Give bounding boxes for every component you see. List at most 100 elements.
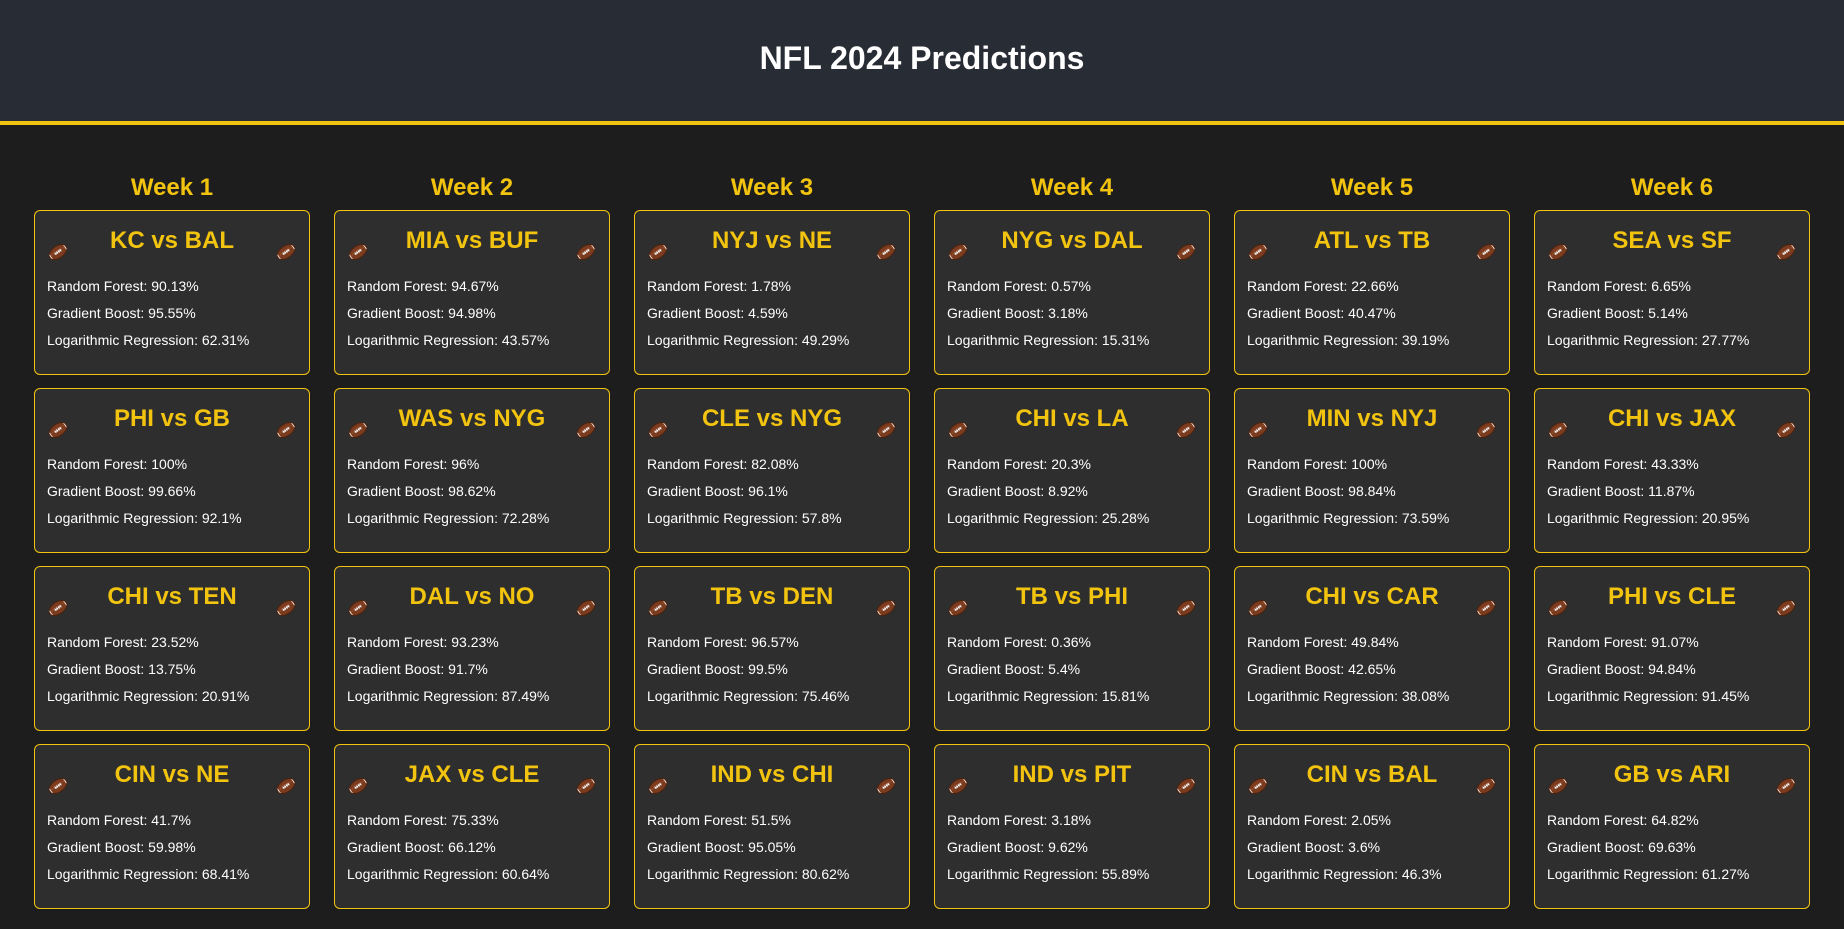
random-forest-label: Random Forest: <box>47 812 152 828</box>
gradient-boost-stat: Gradient Boost: 94.84% <box>1547 656 1797 683</box>
game-card: IND vs CHI Random Forest: 51.5% Gradient B… <box>634 744 910 909</box>
football-icon <box>47 419 69 441</box>
logarithmic-regression-label: Logarithmic Regression: <box>1247 510 1402 526</box>
matchup-title: MIN vs NYJ <box>1306 405 1438 432</box>
page-header: NFL 2024 Predictions <box>0 0 1844 125</box>
random-forest-stat: Random Forest: 96% <box>347 451 597 478</box>
logarithmic-regression-value: 61.27% <box>1701 866 1750 882</box>
matchup-title: IND vs CHI <box>710 761 834 788</box>
gradient-boost-value: 95.55% <box>148 305 196 321</box>
random-forest-stat: Random Forest: 93.23% <box>347 629 597 656</box>
gradient-boost-value: 94.98% <box>448 305 496 321</box>
random-forest-stat: Random Forest: 96.57% <box>647 629 897 656</box>
football-icon <box>1547 597 1569 619</box>
logarithmic-regression-stat: Logarithmic Regression: 62.31% <box>47 327 297 354</box>
random-forest-stat: Random Forest: 82.08% <box>647 451 897 478</box>
matchup-title: CHI vs JAX <box>1607 405 1737 432</box>
gradient-boost-label: Gradient Boost: <box>1247 483 1349 499</box>
football-icon <box>1247 419 1269 441</box>
random-forest-stat: Random Forest: 0.57% <box>947 273 1197 300</box>
random-forest-value: 41.7% <box>151 812 191 828</box>
random-forest-label: Random Forest: <box>647 634 752 650</box>
gradient-boost-stat: Gradient Boost: 40.47% <box>1247 300 1497 327</box>
random-forest-value: 2.05% <box>1351 812 1391 828</box>
random-forest-value: 22.66% <box>1351 278 1399 294</box>
random-forest-stat: Random Forest: 51.5% <box>647 807 897 834</box>
game-card: CHI vs CAR Random Forest: 49.84% Gradient … <box>1234 566 1510 731</box>
logarithmic-regression-value: 20.91% <box>201 688 250 704</box>
gradient-boost-value: 40.47% <box>1348 305 1396 321</box>
random-forest-value: 6.65% <box>1651 278 1691 294</box>
football-icon <box>575 597 597 619</box>
gradient-boost-stat: Gradient Boost: 42.65% <box>1247 656 1497 683</box>
random-forest-stat: Random Forest: 1.78% <box>647 273 897 300</box>
random-forest-stat: Random Forest: 100% <box>47 451 297 478</box>
gradient-boost-stat: Gradient Boost: 5.4% <box>947 656 1197 683</box>
matchup-title: IND vs PIT <box>1012 761 1132 788</box>
prediction-stats: Random Forest: 94.67% Gradient Boost: 94.… <box>347 273 597 354</box>
logarithmic-regression-label: Logarithmic Regression: <box>947 510 1102 526</box>
game-card: MIA vs BUF Random Forest: 94.67% Gradient … <box>334 210 610 375</box>
matchup-title: JAX vs CLE <box>404 761 540 788</box>
gradient-boost-value: 95.05% <box>748 839 796 855</box>
football-icon <box>47 597 69 619</box>
random-forest-value: 90.13% <box>151 278 199 294</box>
prediction-stats: Random Forest: 49.84% Gradient Boost: 42.… <box>1247 629 1497 710</box>
logarithmic-regression-label: Logarithmic Regression: <box>1547 332 1702 348</box>
logarithmic-regression-value: 39.19% <box>1401 332 1450 348</box>
logarithmic-regression-stat: Logarithmic Regression: 38.08% <box>1247 683 1497 710</box>
random-forest-label: Random Forest: <box>1247 456 1352 472</box>
prediction-stats: Random Forest: 3.18% Gradient Boost: 9.62… <box>947 807 1197 888</box>
gradient-boost-value: 11.87% <box>1648 483 1695 499</box>
weeks-grid: Week 1 KC vs BAL Random Forest: 90.13% Gra… <box>0 125 1844 909</box>
game-card: WAS vs NYG Random Forest: 96% Gradient Boo… <box>334 388 610 553</box>
gradient-boost-value: 9.62% <box>1048 839 1088 855</box>
gradient-boost-label: Gradient Boost: <box>47 661 149 677</box>
gradient-boost-value: 4.59% <box>748 305 788 321</box>
random-forest-label: Random Forest: <box>47 634 152 650</box>
logarithmic-regression-stat: Logarithmic Regression: 25.28% <box>947 505 1197 532</box>
random-forest-label: Random Forest: <box>947 278 1052 294</box>
logarithmic-regression-label: Logarithmic Regression: <box>947 688 1102 704</box>
gradient-boost-label: Gradient Boost: <box>47 839 149 855</box>
football-icon <box>1775 419 1797 441</box>
week-column: Week 5 ATL vs TB Random Forest: 22.66% Gra… <box>1234 125 1510 909</box>
prediction-stats: Random Forest: 2.05% Gradient Boost: 3.6%… <box>1247 807 1497 888</box>
logarithmic-regression-value: 75.46% <box>801 688 850 704</box>
prediction-stats: Random Forest: 0.57% Gradient Boost: 3.18… <box>947 273 1197 354</box>
gradient-boost-stat: Gradient Boost: 5.14% <box>1547 300 1797 327</box>
football-icon <box>947 597 969 619</box>
logarithmic-regression-value: 25.28% <box>1101 510 1150 526</box>
gradient-boost-value: 5.14% <box>1648 305 1688 321</box>
gradient-boost-label: Gradient Boost: <box>1547 483 1649 499</box>
week-column: Week 6 SEA vs SF Random Forest: 6.65% Grad… <box>1534 125 1810 909</box>
football-icon <box>1547 419 1569 441</box>
week-title: Week 5 <box>1330 174 1414 201</box>
prediction-stats: Random Forest: 20.3% Gradient Boost: 8.92… <box>947 451 1197 532</box>
random-forest-stat: Random Forest: 41.7% <box>47 807 297 834</box>
logarithmic-regression-value: 92.1% <box>201 510 242 526</box>
logarithmic-regression-stat: Logarithmic Regression: 39.19% <box>1247 327 1497 354</box>
logarithmic-regression-value: 49.29% <box>801 332 850 348</box>
random-forest-value: 20.3% <box>1051 456 1091 472</box>
logarithmic-regression-value: 38.08% <box>1401 688 1450 704</box>
logarithmic-regression-label: Logarithmic Regression: <box>47 688 202 704</box>
football-icon <box>575 241 597 263</box>
logarithmic-regression-stat: Logarithmic Regression: 61.27% <box>1547 861 1797 888</box>
logarithmic-regression-stat: Logarithmic Regression: 72.28% <box>347 505 597 532</box>
random-forest-label: Random Forest: <box>1247 812 1352 828</box>
logarithmic-regression-stat: Logarithmic Regression: 49.29% <box>647 327 897 354</box>
logarithmic-regression-stat: Logarithmic Regression: 92.1% <box>47 505 297 532</box>
random-forest-stat: Random Forest: 75.33% <box>347 807 597 834</box>
logarithmic-regression-label: Logarithmic Regression: <box>1247 688 1402 704</box>
football-icon <box>947 419 969 441</box>
football-icon <box>647 241 669 263</box>
gradient-boost-label: Gradient Boost: <box>1547 305 1649 321</box>
random-forest-label: Random Forest: <box>1547 812 1652 828</box>
football-icon <box>347 241 369 263</box>
logarithmic-regression-label: Logarithmic Regression: <box>347 510 502 526</box>
prediction-stats: Random Forest: 22.66% Gradient Boost: 40.… <box>1247 273 1497 354</box>
random-forest-stat: Random Forest: 64.82% <box>1547 807 1797 834</box>
random-forest-stat: Random Forest: 20.3% <box>947 451 1197 478</box>
week-title: Week 6 <box>1630 174 1714 201</box>
